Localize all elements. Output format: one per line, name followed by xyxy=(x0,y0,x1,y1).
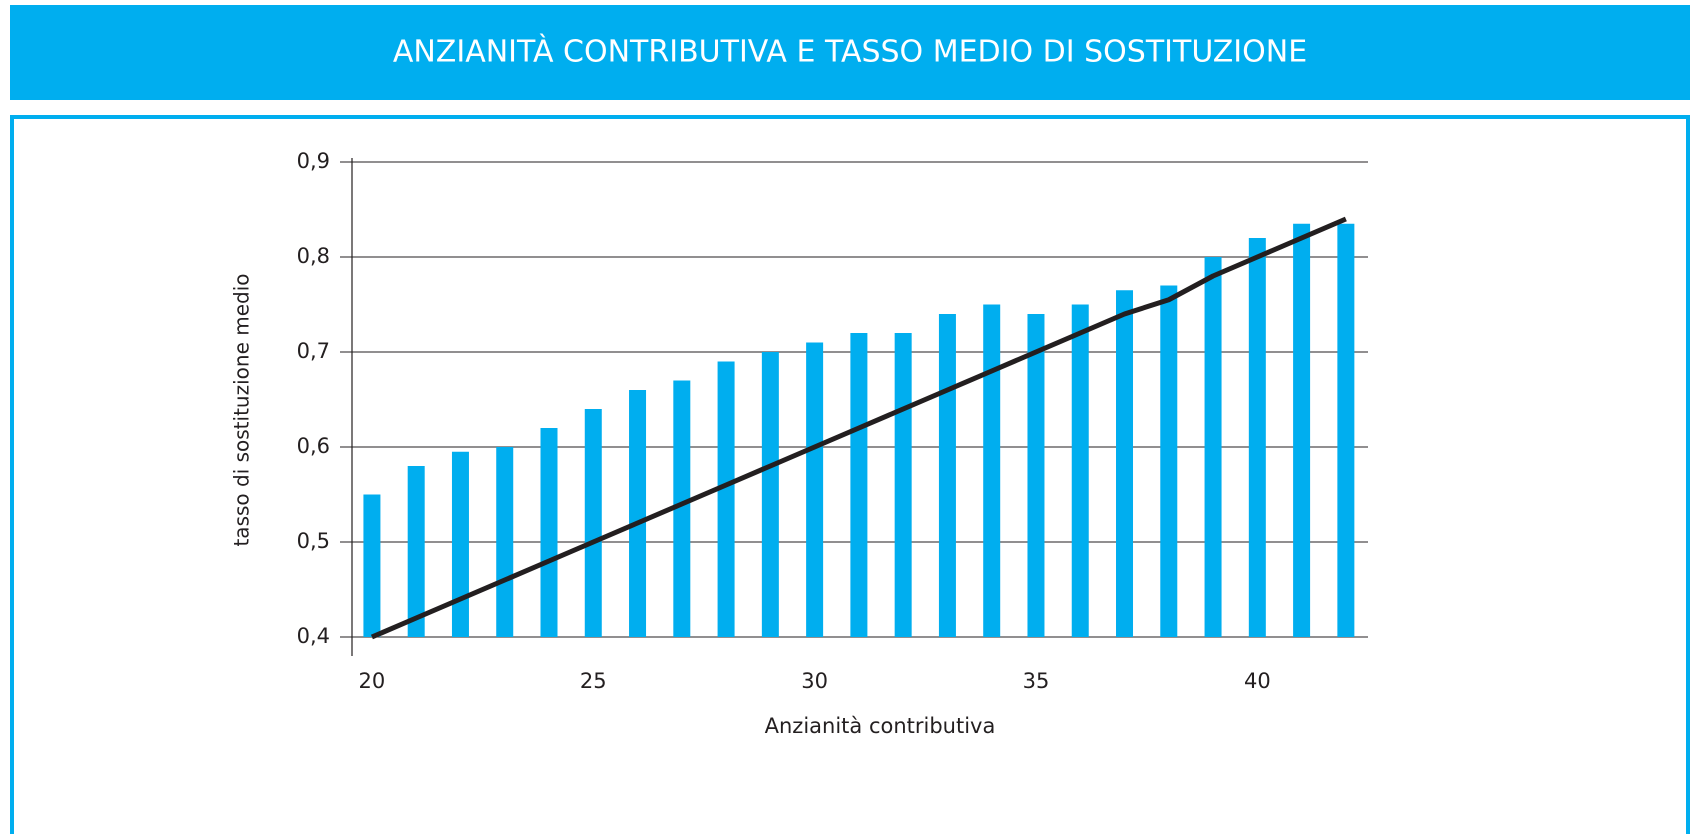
x-axis-label: Anzianità contributiva xyxy=(765,714,996,738)
bar xyxy=(761,352,779,637)
bar xyxy=(451,451,469,637)
bar xyxy=(1293,223,1311,637)
x-tick-label: 25 xyxy=(580,669,607,693)
bar xyxy=(983,304,1001,637)
y-tick-label: 0,8 xyxy=(297,244,330,268)
bar xyxy=(938,314,956,637)
frame xyxy=(10,115,1690,834)
x-tick-label: 30 xyxy=(801,669,828,693)
y-tick-label: 0,9 xyxy=(297,149,330,173)
x-tick-label: 40 xyxy=(1244,669,1271,693)
bar xyxy=(1337,223,1355,637)
x-tick-label: 20 xyxy=(359,669,386,693)
y-tick-label: 0,4 xyxy=(297,624,330,648)
bar xyxy=(717,361,735,637)
y-tick-label: 0,5 xyxy=(297,529,330,553)
bar xyxy=(673,380,691,637)
bar xyxy=(584,409,602,637)
y-tick-label: 0,6 xyxy=(297,434,330,458)
line xyxy=(370,216,1347,640)
y-axis-label: tasso di sostituzione medio xyxy=(230,273,254,546)
bar xyxy=(806,342,824,637)
header-band xyxy=(10,5,1690,100)
bar xyxy=(1027,314,1045,637)
bar xyxy=(1071,304,1089,637)
bar xyxy=(363,494,381,637)
x-tick-label: 35 xyxy=(1023,669,1050,693)
bar xyxy=(540,428,558,637)
bar xyxy=(1160,285,1178,637)
bar xyxy=(1116,290,1134,637)
bar xyxy=(894,333,912,637)
bar xyxy=(629,390,647,637)
bar xyxy=(850,333,868,637)
bar xyxy=(496,447,514,637)
bar xyxy=(1204,257,1222,637)
chart-title: ANZIANITÀ CONTRIBUTIVA E TASSO MEDIO DI … xyxy=(393,34,1307,70)
bar xyxy=(407,466,425,637)
bar xyxy=(1248,238,1266,637)
y-tick-label: 0,7 xyxy=(297,339,330,363)
